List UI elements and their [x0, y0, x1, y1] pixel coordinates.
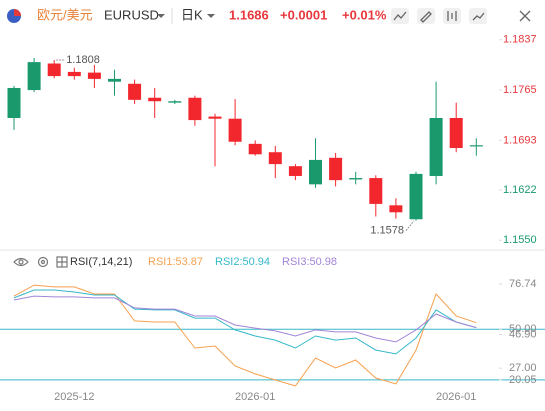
candle-body — [7, 87, 21, 118]
candle-body — [409, 173, 423, 220]
y-tick-label: 1.1693 — [503, 134, 537, 146]
candle-body — [349, 178, 363, 180]
symbol-name[interactable]: 欧元/美元 — [37, 7, 93, 22]
y-tick-label: 46.90 — [509, 328, 537, 340]
legend-entry: RSI2:50.94 — [215, 256, 270, 268]
dropdown-arrow[interactable] — [207, 14, 215, 18]
candle-body — [288, 166, 302, 176]
candle-body — [128, 83, 142, 100]
y-tick-label: 50.00 — [509, 323, 537, 335]
candle-body — [389, 205, 403, 213]
candle-body — [469, 145, 483, 147]
x-tick-label: 2025-12 — [54, 391, 94, 403]
candle-body — [108, 78, 121, 82]
candle-body — [27, 62, 41, 91]
y-tick-label: 1.1837 — [503, 34, 537, 46]
legend-entry: RSI3:50.98 — [282, 256, 337, 268]
y-tick-label: 1.1622 — [503, 184, 537, 196]
period[interactable]: 日K — [181, 7, 203, 22]
candle-body — [268, 152, 282, 165]
candle-body — [449, 118, 463, 149]
candle-body — [87, 72, 101, 79]
candle-body — [309, 159, 322, 185]
candle-body — [369, 178, 383, 204]
min-label: 1.1578 — [370, 225, 404, 237]
rsi-line — [13, 289, 477, 355]
change: +0.0001 — [280, 7, 327, 22]
y-tick-label: 1.1550 — [503, 234, 537, 246]
max-label: 1.1808 — [66, 54, 100, 66]
candle-body — [228, 118, 242, 142]
candle-body — [208, 116, 222, 119]
legend-entry: RSI1:53.87 — [148, 256, 203, 268]
symbol-code[interactable]: EURUSD — [104, 7, 159, 22]
candle-body — [148, 97, 162, 102]
y-tick-label: 20.05 — [509, 374, 537, 386]
rsi-title: RSI(7,14,21) — [70, 256, 132, 268]
rsi-line — [13, 284, 477, 387]
flag — [7, 9, 21, 23]
x-tick-label: 2026-01 — [235, 391, 275, 403]
rsi-icons[interactable] — [13, 256, 68, 268]
y-tick-label: 1.1765 — [503, 84, 537, 96]
candle-body — [248, 143, 262, 155]
y-tick-label: 76.74 — [509, 278, 537, 290]
candle-body — [329, 157, 343, 181]
dropdown-arrow[interactable] — [157, 14, 165, 18]
y-tick-label: 27.00 — [509, 362, 537, 374]
candle-body — [429, 118, 443, 176]
change-pct: +0.01% — [342, 7, 387, 22]
x-tick-label: 2026-01 — [436, 391, 476, 403]
toolbar[interactable] — [391, 8, 531, 24]
candle-body — [188, 97, 202, 121]
price: 1.1686 — [229, 7, 269, 22]
candle-body — [168, 101, 182, 103]
candle-body — [67, 71, 81, 77]
min-pointer — [405, 220, 415, 231]
candle-body — [47, 63, 61, 77]
rsi-line — [13, 295, 477, 343]
